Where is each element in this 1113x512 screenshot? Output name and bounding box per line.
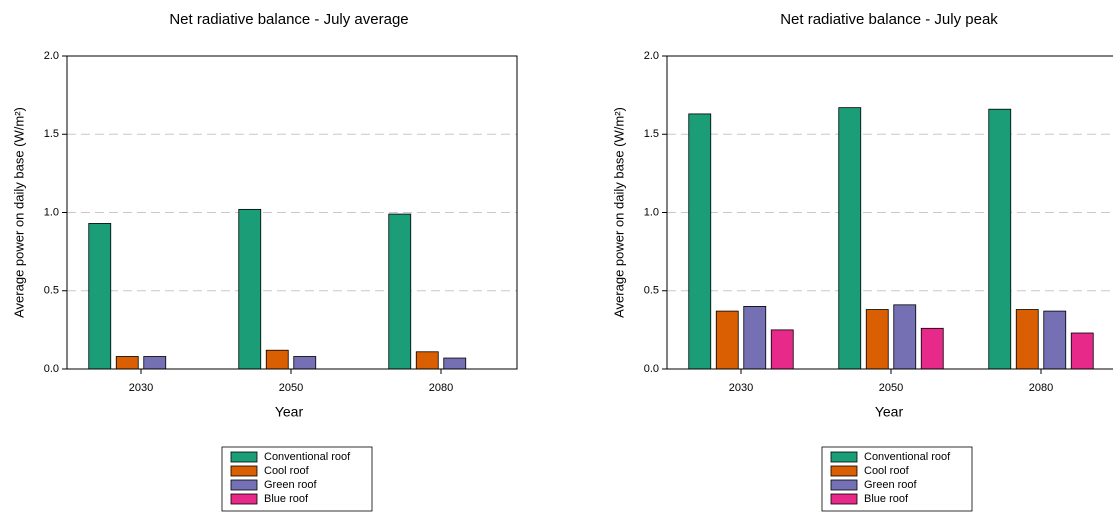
legend-swatch [230, 465, 258, 477]
bar [415, 351, 439, 370]
y-tick-label: 2.0 [44, 50, 59, 62]
bar [293, 356, 317, 370]
x-tick-label: 2050 [279, 382, 303, 394]
x-tick-label: 2030 [729, 382, 753, 394]
chart-panel: Net radiative balance - July peak 0.0 0.5 1… [611, 11, 1113, 512]
y-tick-label: 0.0 [44, 363, 59, 375]
legend-swatch [230, 451, 258, 463]
bar [920, 327, 944, 370]
plot-frame [666, 55, 1113, 370]
plot-frame [66, 55, 518, 370]
y-tick-label: 1.0 [644, 206, 659, 218]
y-tick-label: 1.5 [44, 128, 59, 140]
y-tick-label: 1.0 [44, 206, 59, 218]
bar [770, 329, 794, 370]
y-tick-label: 0.5 [44, 285, 59, 297]
bar [238, 208, 262, 370]
bar [88, 223, 112, 370]
bar [688, 113, 712, 370]
bar [443, 357, 467, 370]
legend-swatch [230, 479, 258, 491]
bar [715, 310, 739, 370]
x-tick-label: 2050 [879, 382, 903, 394]
legend-swatch [830, 465, 858, 477]
legend-label: Green roof [264, 479, 318, 491]
bar [1043, 310, 1067, 370]
chart-title: Net radiative balance - July peak [780, 11, 998, 28]
legend-swatch [230, 493, 258, 505]
legend-label: Blue roof [264, 493, 309, 505]
y-axis-label: Average power on daily base (W/m²) [11, 107, 26, 318]
legend-swatch [830, 479, 858, 491]
legend-label: Conventional roof [864, 451, 951, 463]
legend-label: Blue roof [864, 493, 909, 505]
legend-label: Green roof [864, 479, 918, 491]
x-tick-label: 2080 [429, 382, 453, 394]
bar [1070, 332, 1094, 370]
x-tick-label: 2030 [129, 382, 153, 394]
x-tick-label: 2080 [1029, 382, 1053, 394]
legend-swatch [830, 451, 858, 463]
bar [743, 305, 767, 370]
x-axis-label: Year [275, 404, 304, 420]
y-tick-label: 1.5 [644, 128, 659, 140]
bar [143, 356, 167, 370]
chart-panel: Net radiative balance - July average 0.0 0… [11, 11, 518, 512]
bar [1015, 309, 1039, 370]
legend-label: Cool roof [864, 465, 910, 477]
bar [388, 213, 412, 370]
bar [115, 356, 139, 370]
legend-swatch [830, 493, 858, 505]
chart-title: Net radiative balance - July average [169, 11, 408, 28]
bar [838, 107, 862, 370]
legend-label: Conventional roof [264, 451, 351, 463]
bar [988, 108, 1012, 370]
bar [265, 349, 289, 370]
legend-label: Cool roof [264, 465, 310, 477]
y-tick-label: 2.0 [644, 50, 659, 62]
bar [865, 309, 889, 370]
y-tick-label: 0.0 [644, 363, 659, 375]
bar [893, 304, 917, 370]
y-axis-label: Average power on daily base (W/m²) [611, 107, 626, 318]
y-tick-label: 0.5 [644, 285, 659, 297]
x-axis-label: Year [875, 404, 904, 420]
